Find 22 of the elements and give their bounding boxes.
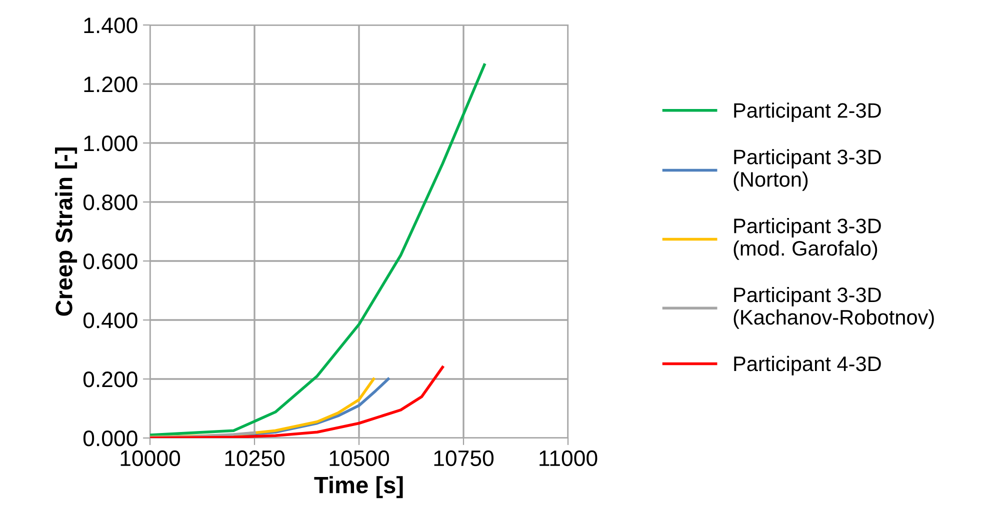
y-tick-label: 1.400 [84,18,138,34]
x-tick-label: 11000 [540,450,598,466]
y-tick-label: 1.000 [84,136,138,152]
y-tick-label: 0.600 [83,254,138,270]
legend-label: Participant 2-3D [734,102,881,122]
y-tick-label: 0.200 [83,372,138,388]
x-tick-label: 10000 [120,450,180,466]
line-series [150,366,444,438]
x-axis-title: Time [s] [314,476,403,498]
y-tick-label: 0.800 [83,194,138,210]
y-tick-label: 1.200 [84,76,138,92]
x-tick-label: 10750 [434,450,494,466]
x-tick-label: 10250 [225,450,285,466]
y-tick-label: 0.000 [83,430,138,446]
legend-label: Participant 3-3D (Kachanov-Robotnov) [734,286,934,329]
legend-label: Participant 3-3D (Norton) [734,149,881,191]
legend-label: Participant 3-3D (mod. Garofalo) [734,218,881,260]
y-tick-label: 0.400 [83,312,138,328]
legend-label: Participant 4-3D [734,356,881,376]
line-series [150,63,486,436]
x-tick-label: 10500 [330,450,390,466]
y-axis-title: Creep Strain [-] [55,148,78,316]
